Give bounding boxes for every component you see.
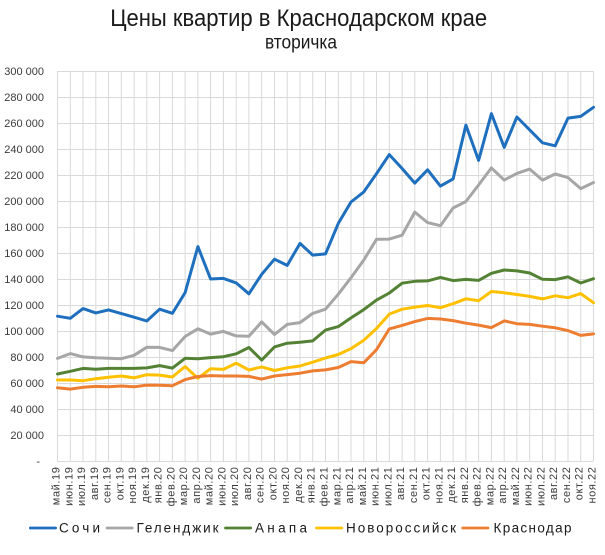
svg-text:Новороссийск: Новороссийск: [346, 521, 456, 536]
svg-text:Краснодар: Краснодар: [494, 521, 572, 536]
svg-text:мар.20: мар.20: [178, 467, 190, 506]
svg-text:май.19: май.19: [51, 467, 63, 506]
svg-text:июн.19: июн.19: [63, 467, 75, 506]
svg-text:200 000: 200 000: [4, 196, 44, 208]
svg-text:сен.21: сен.21: [408, 467, 420, 504]
svg-text:авг.22: авг.22: [548, 467, 560, 501]
svg-text:янв.22: янв.22: [459, 467, 471, 504]
svg-text:-: -: [36, 456, 40, 468]
svg-text:40 000: 40 000: [10, 404, 44, 416]
svg-text:мар.21: мар.21: [331, 467, 343, 506]
svg-text:160 000: 160 000: [4, 248, 44, 260]
svg-text:300 000: 300 000: [4, 66, 44, 78]
svg-text:дек.19: дек.19: [140, 467, 152, 503]
svg-text:240 000: 240 000: [4, 144, 44, 156]
svg-text:июл.20: июл.20: [229, 467, 241, 506]
svg-text:дек.20: дек.20: [293, 467, 305, 503]
svg-text:май.22: май.22: [510, 467, 522, 506]
svg-text:80 000: 80 000: [10, 352, 44, 364]
svg-text:100 000: 100 000: [4, 326, 44, 338]
svg-text:июн.22: июн.22: [523, 467, 535, 506]
svg-text:окт.21: окт.21: [421, 467, 433, 501]
svg-text:280 000: 280 000: [4, 92, 44, 104]
svg-text:140 000: 140 000: [4, 274, 44, 286]
svg-text:май.21: май.21: [357, 467, 369, 506]
svg-text:120 000: 120 000: [4, 300, 44, 312]
svg-text:Цены квартир в Краснодарском к: Цены квартир в Краснодарском крае: [110, 5, 487, 32]
svg-text:июл.21: июл.21: [382, 467, 394, 506]
svg-text:фев.21: фев.21: [319, 467, 331, 507]
svg-text:июл.22: июл.22: [536, 467, 548, 506]
svg-text:220 000: 220 000: [4, 170, 44, 182]
svg-text:180 000: 180 000: [4, 222, 44, 234]
svg-text:июл.19: июл.19: [76, 467, 88, 506]
svg-text:авг.21: авг.21: [395, 467, 407, 501]
svg-text:янв.20: янв.20: [153, 467, 165, 504]
svg-text:окт.19: окт.19: [114, 467, 126, 501]
svg-text:апр.22: апр.22: [497, 467, 509, 504]
svg-text:вторичка: вторичка: [265, 33, 337, 54]
svg-text:апр.20: апр.20: [191, 467, 203, 504]
svg-text:авг.19: авг.19: [89, 467, 101, 501]
svg-text:янв.21: янв.21: [306, 467, 318, 504]
svg-text:Анапа: Анапа: [255, 521, 307, 536]
svg-text:фев.20: фев.20: [165, 467, 177, 507]
svg-text:май.20: май.20: [204, 467, 216, 506]
svg-text:сен.20: сен.20: [255, 467, 267, 504]
svg-text:окт.20: окт.20: [268, 467, 280, 501]
svg-text:ноя.19: ноя.19: [127, 467, 139, 504]
svg-text:авг.20: авг.20: [242, 467, 254, 501]
svg-text:сен.22: сен.22: [561, 467, 573, 504]
svg-text:Геленджик: Геленджик: [137, 521, 219, 536]
svg-text:июн.20: июн.20: [216, 467, 228, 506]
svg-text:дек.21: дек.21: [446, 467, 458, 503]
svg-text:ноя.20: ноя.20: [280, 467, 292, 504]
svg-text:окт.22: окт.22: [574, 467, 586, 501]
svg-text:60 000: 60 000: [10, 378, 44, 390]
svg-text:260 000: 260 000: [4, 118, 44, 130]
svg-text:фев.22: фев.22: [472, 466, 484, 506]
svg-text:ноя.21: ноя.21: [433, 467, 445, 504]
svg-text:ноя.22: ноя.22: [587, 467, 599, 504]
svg-text:апр.21: апр.21: [344, 467, 356, 504]
svg-text:20 000: 20 000: [10, 430, 44, 442]
svg-text:июн.21: июн.21: [370, 467, 382, 506]
svg-text:мар.22: мар.22: [484, 467, 496, 506]
svg-text:сен.19: сен.19: [102, 467, 114, 504]
